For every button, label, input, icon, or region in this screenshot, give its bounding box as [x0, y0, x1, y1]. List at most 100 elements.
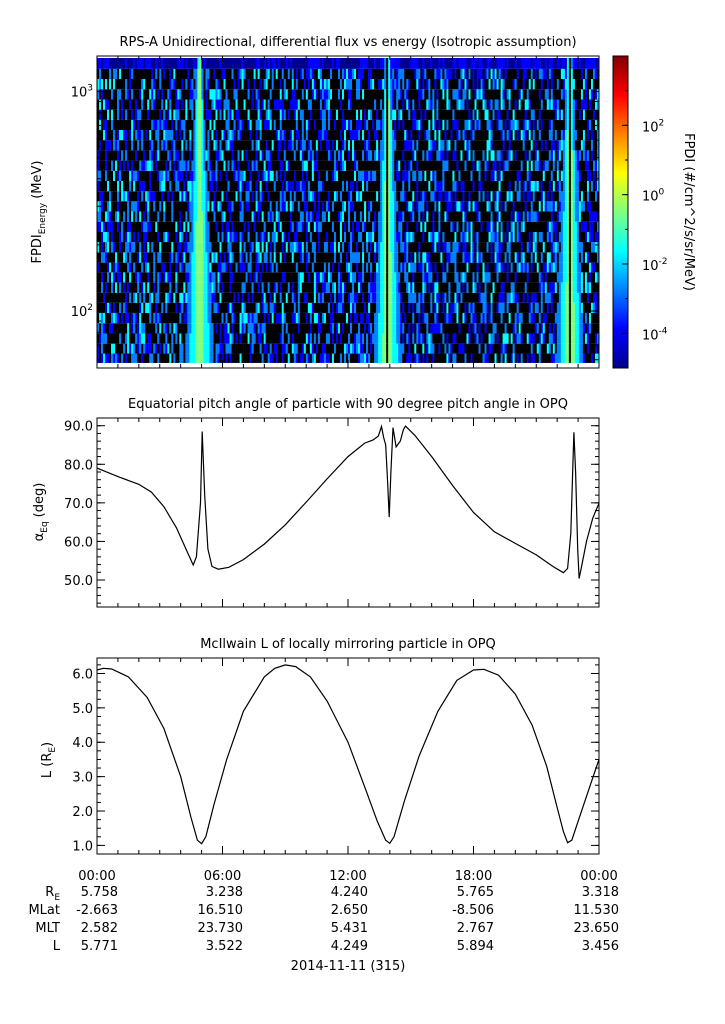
spectrogram-cell	[125, 160, 128, 171]
spectrogram-cell	[261, 272, 264, 283]
spectrogram-cell	[560, 282, 564, 293]
spectrogram-cell	[303, 262, 307, 273]
spectrogram-cell	[159, 302, 162, 313]
spectrogram-cell	[456, 180, 459, 192]
spectrogram-cell	[327, 231, 331, 243]
spectrogram-cell	[530, 170, 534, 181]
spectrogram-cell	[145, 282, 148, 293]
spectrogram-cell	[143, 211, 146, 222]
spectrogram-cell	[111, 333, 114, 344]
spectrogram-cell	[155, 312, 158, 324]
spectrogram-cell	[538, 221, 542, 232]
spectrogram-cell	[422, 242, 425, 253]
spectrogram-cell	[335, 191, 339, 202]
spectrogram-cell	[444, 191, 447, 202]
spectrogram-cell	[215, 302, 218, 313]
spectrogram-cell	[149, 242, 152, 253]
spectrogram-cell	[305, 242, 309, 253]
spectrogram-cell	[191, 282, 194, 293]
spectrogram-cell	[482, 231, 485, 243]
spectrogram-cell	[321, 262, 325, 273]
spectrogram-cell	[125, 353, 128, 363]
spectrogram-cell	[109, 302, 112, 313]
spectrogram-cell	[558, 201, 562, 212]
spectrogram-cell	[301, 170, 305, 181]
spectrogram-cell	[107, 180, 110, 192]
spectrogram-cell	[315, 323, 319, 334]
spectrogram-cell	[406, 191, 409, 202]
spectrogram-cell	[354, 282, 357, 293]
spectrogram-cell	[530, 231, 534, 243]
spectrogram-cell	[241, 221, 244, 232]
spectrogram-cell	[123, 282, 126, 293]
spectrogram-cell	[311, 262, 315, 273]
spectrogram-cell	[412, 211, 415, 222]
spectrogram-cell	[476, 221, 479, 232]
spectrogram-cell	[350, 292, 353, 303]
spectrogram-cell	[508, 160, 511, 171]
spectrogram-cell	[394, 353, 397, 363]
spectrogram-cell	[189, 343, 192, 354]
spectrogram-cell	[438, 211, 441, 222]
spectrogram-cell	[596, 191, 600, 202]
spectrogram-cell	[520, 312, 523, 324]
spectrogram-cell	[157, 242, 160, 253]
spectrogram-cell	[211, 221, 214, 232]
spectrogram-cell	[253, 333, 256, 344]
spectrogram-cell	[530, 242, 534, 253]
spectrogram-cell	[364, 180, 367, 192]
spectrogram-cell	[394, 160, 397, 171]
spectrogram-cell	[127, 353, 130, 363]
spectrogram-cell	[530, 272, 534, 283]
spectrogram-cell	[157, 221, 160, 232]
spectrogram-cell	[580, 262, 584, 273]
spectrogram-cell	[494, 160, 497, 171]
spectrogram-cell	[574, 323, 578, 334]
spectrogram-cell	[450, 333, 453, 344]
spectrogram-cell	[323, 282, 327, 293]
spectrogram-cell	[456, 211, 459, 222]
spectrogram-cell	[588, 221, 592, 232]
spectrogram-cell	[480, 180, 483, 192]
spectrogram-cell	[588, 282, 592, 293]
spectrogram-cell	[109, 353, 112, 363]
spectrogram-cell	[163, 333, 166, 344]
spectrogram-cell	[109, 333, 112, 344]
spectrogram-cell	[331, 242, 335, 253]
spectrogram-cell	[426, 323, 429, 334]
spectrogram-cell	[362, 292, 365, 303]
spectrogram-cell	[580, 180, 584, 192]
spectrogram-cell	[233, 191, 236, 202]
spectrogram-cell	[386, 323, 389, 334]
spectrogram-cell	[207, 221, 210, 232]
spectrogram-cell	[596, 242, 600, 253]
spectrogram-cell	[345, 170, 349, 181]
spectrogram-cell	[273, 170, 277, 181]
spectrogram-cell	[267, 302, 270, 313]
spectrogram-cell	[235, 201, 238, 212]
spectrogram-cell	[151, 302, 154, 313]
spectrogram-cell	[99, 343, 102, 354]
spectrogram-cell	[482, 353, 485, 363]
spectrogram-cell	[488, 211, 491, 222]
spectrogram-cell	[127, 180, 130, 192]
spectrogram-cell	[163, 191, 166, 202]
spectrogram-cell	[510, 282, 513, 293]
spectrogram-cell	[520, 211, 523, 222]
spectrogram-cell	[544, 160, 548, 171]
spectrogram-cell	[550, 211, 554, 222]
spectrogram-cell	[578, 170, 582, 181]
spectrogram-cell	[243, 201, 246, 212]
spectrogram-cell	[285, 272, 289, 283]
spectrogram-cell	[259, 211, 262, 222]
spectrogram-cell	[339, 252, 343, 263]
spectrogram-cell	[398, 353, 401, 363]
spectrogram-cell	[470, 191, 473, 202]
spectrogram-cell	[187, 252, 190, 263]
spectrogram-cell	[177, 353, 180, 363]
spectrogram-cell	[360, 170, 363, 181]
spectrogram-cell	[207, 231, 210, 243]
spectrogram-cell	[392, 231, 395, 243]
spectrogram-cell	[115, 292, 118, 303]
spectrogram-cell	[257, 272, 260, 283]
